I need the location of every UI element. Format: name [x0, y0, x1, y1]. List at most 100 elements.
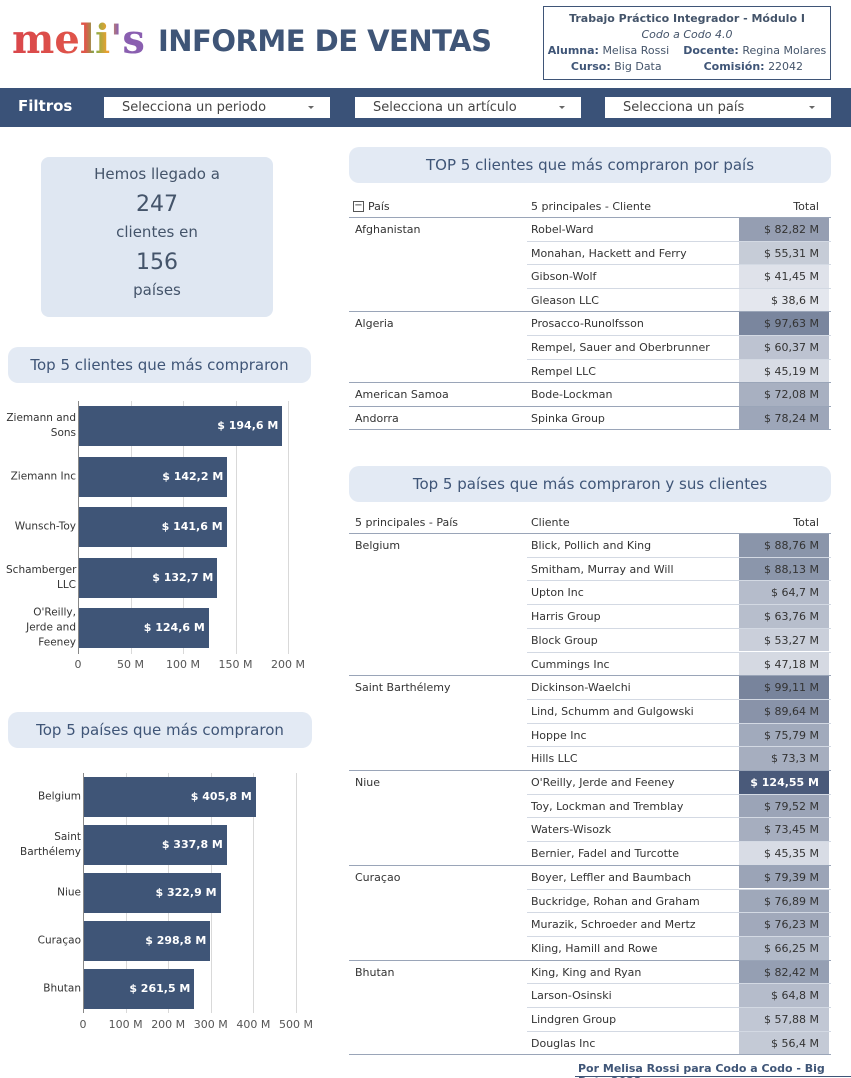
x-tick-label: 200 M	[271, 658, 305, 671]
client-cell: O'Reilly, Jerde and Feeney	[531, 776, 675, 789]
total-label: $ 73,3 M	[771, 752, 819, 766]
dropdown[interactable]: Selecciona un artículo	[355, 97, 581, 118]
total-cell	[739, 889, 829, 913]
total-label: $ 78,24 M	[764, 411, 819, 425]
row-line	[349, 311, 831, 313]
client-cell: Gleason LLC	[531, 293, 599, 307]
y-tick-label: Niue	[57, 886, 81, 899]
total-label: $ 38,6 M	[771, 293, 819, 307]
value-label: $ 141,6 M	[161, 520, 223, 534]
x-tick-label: 100 M	[108, 1018, 143, 1031]
total-cell	[739, 818, 829, 842]
value-label: $ 132,7 M	[152, 570, 214, 584]
country-cell: Niue	[355, 776, 381, 789]
value: Melisa Rossi	[602, 44, 670, 57]
value-label: $ 405,8 M	[190, 790, 252, 803]
y-axis	[78, 401, 79, 654]
dropdown[interactable]: Selecciona un país	[605, 97, 831, 118]
grid-line	[296, 773, 297, 1013]
client-cell: Murazik, Schroeder and Mertz	[531, 918, 696, 932]
country-cell: Curaçao	[355, 870, 401, 884]
row-line	[527, 817, 831, 819]
client-cell: Upton Inc	[531, 586, 584, 600]
chart-title: Top 5 países que más compraron	[8, 712, 312, 748]
total-label: $ 45,35 M	[764, 847, 819, 861]
y-axis	[83, 773, 84, 1013]
row-line	[527, 358, 831, 360]
bar	[78, 507, 227, 548]
value-label: $ 142,2 M	[162, 469, 224, 483]
total-cell	[739, 265, 829, 288]
column-header: 5 principales - País	[355, 516, 459, 529]
total-cell	[739, 605, 829, 628]
total-cell	[739, 960, 829, 984]
header-line	[349, 217, 831, 218]
y-tick-label: Schamberger LLC	[6, 563, 77, 591]
client-cell: Hills LLC	[531, 752, 578, 766]
client-cell: Lindgren Group	[531, 1013, 617, 1026]
total-cell	[739, 676, 829, 699]
total-label: $ 76,89 M	[764, 894, 819, 908]
x-tick-label: 200 M	[151, 1018, 186, 1031]
row-line	[527, 287, 831, 289]
row-line	[527, 912, 831, 914]
row-line	[349, 405, 831, 407]
info-row: Alumna: Melisa Rossi Docente: Regina Mol…	[544, 43, 830, 59]
client-cell: Boyer, Leffler and Baumbach	[531, 870, 692, 884]
total-cell	[739, 581, 829, 605]
label: Alumna:	[547, 44, 599, 57]
total-cell	[739, 1031, 829, 1055]
column-header: 5 principales - Cliente	[531, 200, 651, 213]
y-tick-label: Saint Barthélemy	[19, 831, 81, 858]
total-cell	[739, 771, 829, 794]
total-label: $ 66,25 M	[764, 941, 819, 955]
total-label: $ 97,63 M	[764, 317, 819, 331]
total-label: $ 82,82 M	[764, 223, 819, 236]
x-tick-label: 100 M	[166, 658, 200, 671]
total-cell	[739, 794, 829, 818]
total-cell	[739, 628, 829, 652]
x-tick-label: 300 M	[193, 1018, 228, 1031]
total-label: $ 124,55 M	[750, 776, 819, 789]
header-line	[349, 533, 831, 534]
row-line	[527, 1030, 831, 1032]
row-line	[527, 983, 831, 985]
total-cell	[739, 534, 829, 557]
total-label: $ 89,64 M	[764, 704, 819, 718]
value-label: $ 337,8 M	[161, 838, 223, 851]
client-cell: Waters-Wisozk	[531, 823, 612, 837]
total-label: $ 73,45 M	[764, 823, 819, 837]
column-header: Cliente	[531, 516, 570, 529]
grid-line	[235, 401, 237, 654]
row-line	[349, 959, 831, 961]
table-title: TOP 5 clientes que más compraron por paí…	[349, 147, 831, 183]
info-title: Trabajo Práctico Integrador - Módulo I	[569, 12, 805, 25]
bar	[83, 921, 211, 961]
label: Comisión:	[703, 60, 765, 73]
total-cell	[739, 913, 829, 936]
row-line	[349, 675, 831, 677]
x-tick-label: 400 M	[236, 1018, 271, 1031]
row-line	[527, 556, 831, 558]
total-cell	[739, 1008, 829, 1031]
client-cell: Bode-Lockman	[531, 388, 613, 402]
value-label: $ 124,6 M	[143, 621, 205, 635]
total-label: $ 47,18 M	[764, 657, 819, 671]
client-cell: Gibson-Wolf	[531, 270, 597, 284]
summary-text: Hemos llegado a	[94, 165, 220, 183]
row-line	[527, 335, 831, 336]
value-label: $ 322,9 M	[155, 886, 217, 899]
country-cell: Andorra	[355, 411, 399, 425]
value: Regina Molares	[742, 44, 827, 57]
x-tick-label: 0	[74, 658, 82, 671]
bar	[78, 608, 209, 649]
row-line	[527, 746, 831, 748]
x-tick-label: 50 M	[117, 658, 144, 671]
total-label: $ 53,27 M	[764, 633, 819, 647]
client-cell: Smitham, Murray and Will	[531, 562, 674, 576]
value-label: $ 261,5 M	[129, 982, 191, 995]
value: Big Data	[614, 60, 662, 73]
country-cell: Bhutan	[355, 965, 395, 979]
dropdown[interactable]: Selecciona un periodo	[104, 97, 330, 118]
client-cell: Rempel, Sauer and Oberbrunner	[531, 341, 710, 354]
